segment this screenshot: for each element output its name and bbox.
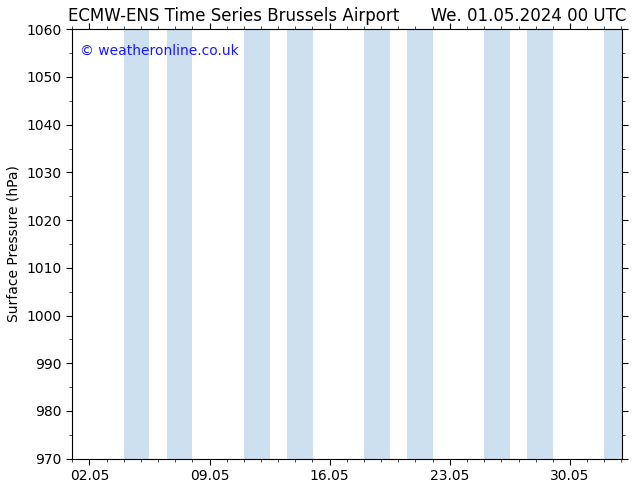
Title: ECMW-ENS Time Series Brussels Airport      We. 01.05.2024 00 UTC: ECMW-ENS Time Series Brussels Airport We… (68, 7, 626, 25)
Bar (527, 29, 553, 459)
Bar (621, 29, 630, 459)
Bar (484, 29, 510, 459)
Bar (124, 29, 150, 459)
Bar (167, 29, 192, 459)
Bar (244, 29, 269, 459)
Bar (407, 29, 432, 459)
Y-axis label: Surface Pressure (hPa): Surface Pressure (hPa) (7, 166, 21, 322)
Bar (287, 29, 313, 459)
Bar (604, 29, 621, 459)
Text: © weatheronline.co.uk: © weatheronline.co.uk (81, 44, 239, 58)
Bar (364, 29, 390, 459)
